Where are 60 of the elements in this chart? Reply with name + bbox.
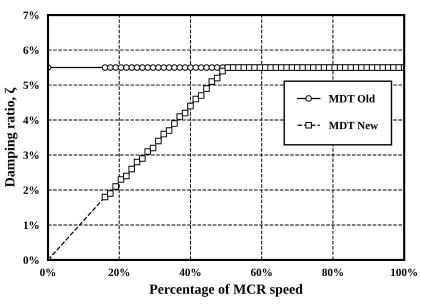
point xyxy=(182,64,188,71)
y-tick-label: 6% xyxy=(23,46,39,54)
point xyxy=(134,158,140,166)
point xyxy=(144,64,151,71)
point xyxy=(150,144,156,152)
point xyxy=(112,183,119,190)
point xyxy=(176,113,184,120)
point xyxy=(171,120,178,127)
point xyxy=(166,127,172,134)
point xyxy=(176,64,184,71)
point xyxy=(107,190,114,197)
point xyxy=(102,64,108,71)
point xyxy=(198,92,204,99)
point xyxy=(192,96,200,102)
point xyxy=(128,64,135,71)
y-tick-label: 7% xyxy=(24,12,39,20)
point xyxy=(139,155,146,162)
legend-label: MDT New xyxy=(328,122,378,130)
x-tick-label: 80% xyxy=(322,268,343,276)
point xyxy=(187,64,194,71)
point xyxy=(198,64,204,71)
point xyxy=(144,148,151,155)
point xyxy=(134,64,140,71)
point xyxy=(123,172,130,180)
point xyxy=(219,68,226,74)
y-axis-title: Damping ratio, ζ xyxy=(4,88,18,188)
y-tick-label: 4% xyxy=(23,116,39,124)
x-tick-label: 40% xyxy=(180,268,201,276)
point xyxy=(208,78,216,85)
x-tick-label: 20% xyxy=(108,268,130,276)
point xyxy=(118,176,124,183)
y-tick-label: 3% xyxy=(23,151,39,160)
point xyxy=(166,64,172,71)
x-tick-label: 0% xyxy=(40,268,56,276)
x-tick-label: 100% xyxy=(391,268,418,276)
point xyxy=(107,64,114,71)
x-tick-label: 60% xyxy=(250,268,272,276)
point xyxy=(187,102,194,110)
point xyxy=(123,64,130,71)
point xyxy=(112,64,119,71)
y-tick-label: 5% xyxy=(23,82,39,90)
point xyxy=(214,74,220,82)
x-axis-title: Percentage of MCR speed xyxy=(149,284,303,297)
y-tick-label: 0% xyxy=(23,256,39,264)
legend-label: MDT Old xyxy=(328,94,375,102)
point xyxy=(160,64,168,71)
point xyxy=(150,64,156,71)
y-tick-label: 1% xyxy=(24,221,39,229)
point xyxy=(214,64,220,71)
point xyxy=(139,64,146,71)
y-tick-label: 2% xyxy=(23,186,39,194)
point xyxy=(128,166,135,172)
point xyxy=(171,64,178,71)
point xyxy=(208,64,216,71)
point xyxy=(102,194,108,200)
point xyxy=(192,64,200,71)
point xyxy=(203,85,210,92)
point xyxy=(160,130,168,138)
point xyxy=(182,110,188,116)
point xyxy=(155,138,162,144)
